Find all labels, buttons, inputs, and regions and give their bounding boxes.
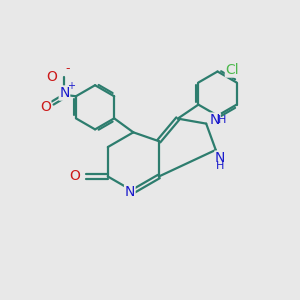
Text: H: H: [218, 115, 226, 125]
Text: Cl: Cl: [225, 63, 239, 77]
Text: N: N: [210, 113, 220, 127]
Text: N: N: [59, 86, 70, 100]
Text: O: O: [40, 100, 51, 115]
Text: N: N: [215, 151, 225, 165]
Text: O: O: [69, 169, 80, 184]
Text: +: +: [67, 81, 75, 91]
Text: H: H: [216, 161, 224, 171]
Text: N: N: [124, 185, 135, 199]
Text: -: -: [65, 62, 70, 75]
Text: O: O: [46, 70, 58, 84]
